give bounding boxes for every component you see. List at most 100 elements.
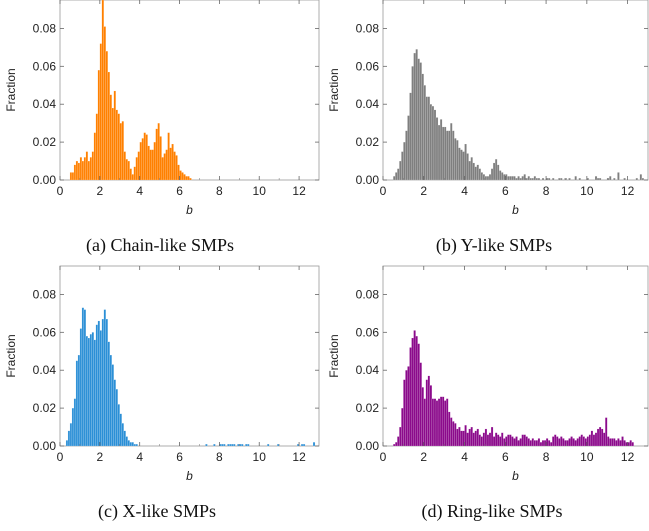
bar	[468, 428, 471, 447]
bar	[149, 149, 152, 181]
y-axis-label: Fraction	[4, 334, 18, 377]
y-tick-label: 0.08	[356, 21, 380, 35]
bar	[507, 176, 510, 181]
panel-caption: (b) Y-like SMPs	[436, 235, 552, 256]
bar	[421, 387, 424, 447]
bar	[594, 432, 598, 447]
bar	[560, 177, 563, 181]
x-tick-label: 12	[292, 450, 306, 464]
bar	[521, 176, 524, 181]
bar	[151, 149, 154, 181]
y-axis-label: Fraction	[327, 334, 341, 377]
bar	[492, 436, 496, 447]
bar	[439, 396, 443, 447]
bar	[131, 174, 134, 181]
bar	[393, 443, 396, 447]
bar	[107, 341, 110, 447]
bar	[639, 174, 643, 181]
bar	[157, 123, 160, 181]
bar	[221, 443, 224, 447]
bar	[446, 130, 449, 181]
bar	[407, 115, 410, 181]
x-tick-label: 12	[621, 450, 635, 464]
bar	[127, 440, 130, 447]
panel-caption: (c) X-like SMPs	[98, 501, 216, 522]
bar	[93, 132, 96, 181]
bar	[615, 440, 618, 447]
bar	[241, 443, 244, 447]
bar	[133, 166, 136, 181]
y-tick-label: 0.00	[356, 173, 380, 187]
bar	[535, 177, 539, 181]
bar	[413, 330, 416, 447]
bar	[603, 432, 606, 447]
bar	[245, 443, 248, 447]
bar	[488, 174, 492, 181]
bar	[105, 318, 108, 447]
bar	[401, 407, 404, 447]
bar	[123, 151, 126, 181]
bar	[619, 440, 622, 447]
bar	[598, 426, 602, 447]
bar	[582, 436, 585, 447]
bar	[423, 85, 426, 181]
y-tick-label: 0.06	[33, 325, 57, 339]
bar	[133, 443, 136, 447]
bar	[541, 440, 545, 447]
bar	[71, 172, 75, 181]
bar	[113, 379, 116, 447]
bar	[617, 172, 620, 181]
bar	[405, 130, 408, 181]
bar	[578, 436, 581, 447]
bar	[574, 176, 577, 181]
x-tick-label: 6	[502, 450, 509, 464]
x-tick-label: 10	[580, 450, 594, 464]
y-axis-label: Fraction	[327, 68, 341, 111]
bar	[65, 440, 69, 447]
bar	[609, 438, 612, 447]
bar	[488, 432, 492, 447]
bar	[527, 176, 530, 181]
bar	[429, 104, 433, 181]
bar	[515, 436, 518, 447]
bar	[409, 92, 412, 181]
bar	[89, 157, 93, 181]
bar	[223, 443, 226, 447]
bar	[71, 407, 75, 447]
bar	[474, 166, 477, 181]
bar	[598, 177, 602, 181]
bar	[476, 428, 479, 447]
bar	[73, 398, 77, 447]
bar	[95, 324, 98, 447]
y-tick-label: 0.02	[356, 401, 380, 415]
bar	[395, 172, 398, 181]
bar	[519, 177, 522, 181]
bar	[181, 172, 184, 181]
bar	[552, 177, 555, 181]
bar	[484, 176, 488, 181]
bar	[83, 157, 87, 181]
bar	[231, 443, 234, 447]
bar	[556, 436, 559, 447]
bar	[531, 177, 534, 181]
bar	[564, 440, 567, 447]
x-tick-label: 2	[420, 450, 427, 464]
bar	[183, 174, 186, 181]
chart-panel-1: 0 2 4 6 8 10 12 0.00 0.02 0.04 0.06 0.08 b Fraction (b…	[327, 0, 649, 256]
bar	[613, 438, 616, 447]
bar	[267, 443, 270, 447]
x-axis-label: b	[512, 469, 519, 483]
bar	[517, 176, 520, 181]
bar	[419, 362, 422, 447]
x-tick-label: 4	[136, 450, 143, 464]
bar	[117, 113, 120, 181]
bar	[109, 94, 112, 181]
bar	[91, 151, 94, 181]
x-tick-label: 12	[621, 184, 635, 198]
bar	[119, 413, 122, 447]
bar	[629, 440, 632, 447]
bar	[494, 432, 498, 447]
bar	[596, 177, 600, 181]
bar	[621, 436, 624, 447]
bar	[458, 426, 461, 447]
